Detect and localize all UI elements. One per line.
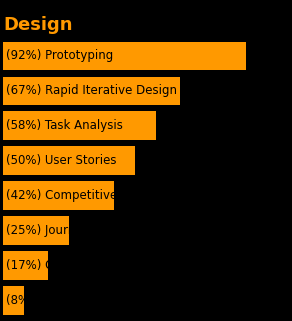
Bar	[3, 251, 48, 280]
Text: (92%) Prototyping: (92%) Prototyping	[6, 49, 113, 63]
Text: (25%) Journey Mapping: (25%) Journey Mapping	[6, 224, 144, 237]
Text: (17%) Card Sorting: (17%) Card Sorting	[6, 259, 119, 272]
Text: (50%) User Stories: (50%) User Stories	[6, 154, 116, 167]
Bar	[3, 111, 157, 140]
Text: (58%) Task Analysis: (58%) Task Analysis	[6, 119, 122, 132]
Text: Design: Design	[3, 16, 72, 34]
Bar	[3, 42, 246, 70]
Text: (67%) Rapid Iterative Design: (67%) Rapid Iterative Design	[6, 84, 177, 97]
Bar	[3, 216, 69, 245]
Bar	[3, 181, 114, 210]
Bar	[3, 286, 24, 315]
Text: (8%) Persona Building: (8%) Persona Building	[6, 294, 136, 307]
Text: (42%) Competitive: (42%) Competitive	[6, 189, 117, 202]
Bar	[3, 77, 180, 105]
Bar	[3, 146, 135, 175]
